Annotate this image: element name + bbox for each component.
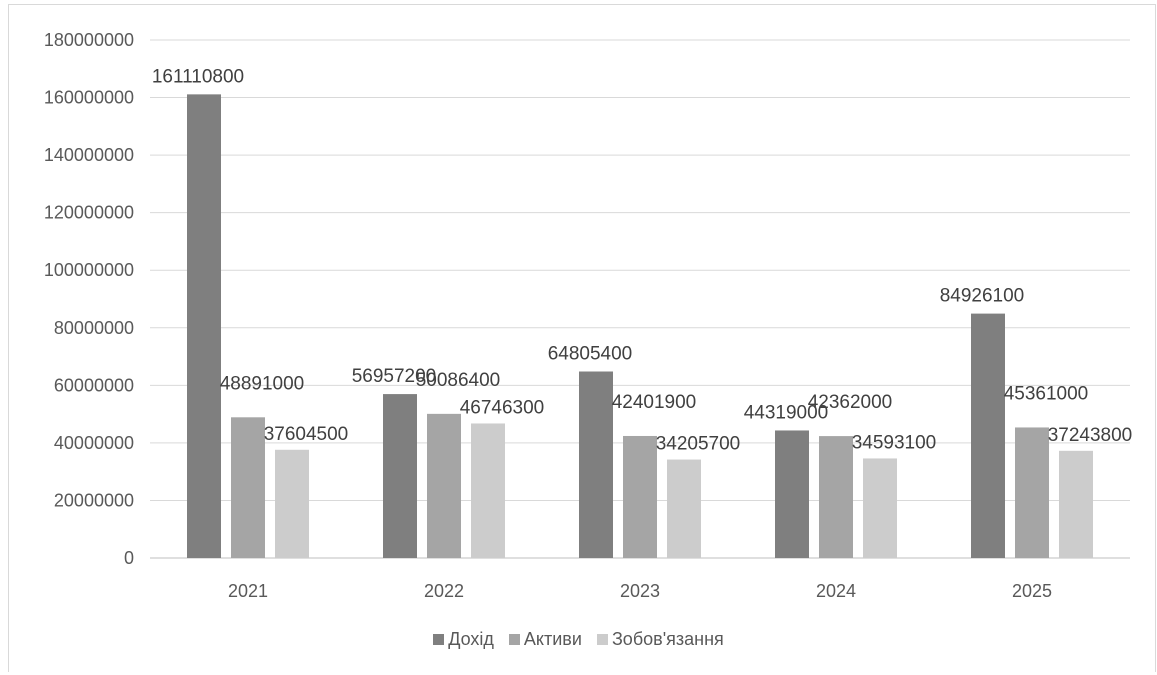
- legend-item-zobovyazannya: Зобов'язання: [596, 629, 724, 650]
- y-tick-label: 40000000: [54, 433, 134, 453]
- bar: [231, 417, 265, 558]
- data-label: 56957200: [352, 366, 437, 387]
- bar: [275, 449, 309, 558]
- x-axis-tick-labels: 2021 2022 2023 2024 2025: [228, 581, 1052, 601]
- data-label: 64805400: [548, 344, 633, 365]
- chart-frame: [8, 4, 1156, 672]
- bar: [187, 94, 221, 558]
- bars: [187, 94, 1093, 558]
- data-label: 34205700: [656, 434, 741, 455]
- bar: [775, 430, 809, 558]
- data-label: 37243800: [1048, 425, 1133, 446]
- data-label: 46746300: [460, 397, 545, 418]
- bar: [579, 371, 613, 558]
- data-label: 45361000: [1004, 383, 1089, 404]
- x-tick-label: 2024: [816, 581, 856, 601]
- legend-label-zobovyazannya: Зобов'язання: [611, 629, 724, 649]
- bar: [971, 313, 1005, 558]
- gridlines: [150, 39, 1130, 559]
- y-axis-tick-labels: 0 20000000 40000000 60000000 80000000 1000000…: [44, 30, 134, 568]
- bar: [623, 435, 657, 558]
- bar: [819, 436, 853, 558]
- legend-label-dokhid: Дохід: [448, 629, 494, 649]
- data-label: 44319000: [744, 402, 829, 423]
- y-tick-label: 80000000: [54, 318, 134, 338]
- data-labels: 161110800 48891000 37604500 569572005008640…: [152, 66, 1132, 454]
- bar: [667, 459, 701, 558]
- data-label: 50086400: [416, 370, 501, 391]
- data-label: 84926100: [940, 286, 1025, 307]
- data-label: 37604500: [264, 424, 349, 445]
- bar: [383, 394, 417, 558]
- y-tick-label: 160000000: [44, 88, 134, 108]
- legend-swatch-zobovyazannya: [596, 634, 608, 645]
- data-label: 42362000: [808, 392, 893, 413]
- bar: [427, 413, 461, 558]
- data-label: 42401900: [612, 392, 697, 413]
- bar: [863, 458, 897, 558]
- bar: [1015, 427, 1049, 558]
- y-tick-label: 140000000: [44, 145, 134, 165]
- legend-item-aktyvy: Активи: [508, 629, 582, 650]
- y-tick-label: 20000000: [54, 490, 134, 510]
- legend-label-aktyvy: Активи: [523, 629, 582, 649]
- data-label: 161110800: [152, 66, 244, 87]
- bar-chart: 0 20000000 40000000 60000000 80000000 1000000…: [44, 30, 1132, 601]
- y-tick-label: 100000000: [44, 260, 134, 280]
- legend-swatch-aktyvy: [508, 634, 520, 645]
- y-tick-label: 0: [124, 548, 134, 568]
- data-label: 48891000: [220, 373, 305, 394]
- legend: Дохід Активи Зобов'язання: [0, 629, 1157, 650]
- y-tick-label: 180000000: [44, 30, 134, 50]
- data-label: 34593100: [852, 432, 937, 453]
- legend-swatch-dokhid: [433, 634, 445, 645]
- x-tick-label: 2025: [1012, 581, 1052, 601]
- x-tick-label: 2023: [620, 581, 660, 601]
- bar: [471, 423, 505, 558]
- x-tick-label: 2022: [424, 581, 464, 601]
- bar: [1059, 450, 1093, 558]
- legend-item-dokhid: Дохід: [433, 629, 494, 650]
- y-tick-label: 120000000: [44, 203, 134, 223]
- x-tick-label: 2021: [228, 581, 268, 601]
- y-tick-label: 60000000: [54, 375, 134, 395]
